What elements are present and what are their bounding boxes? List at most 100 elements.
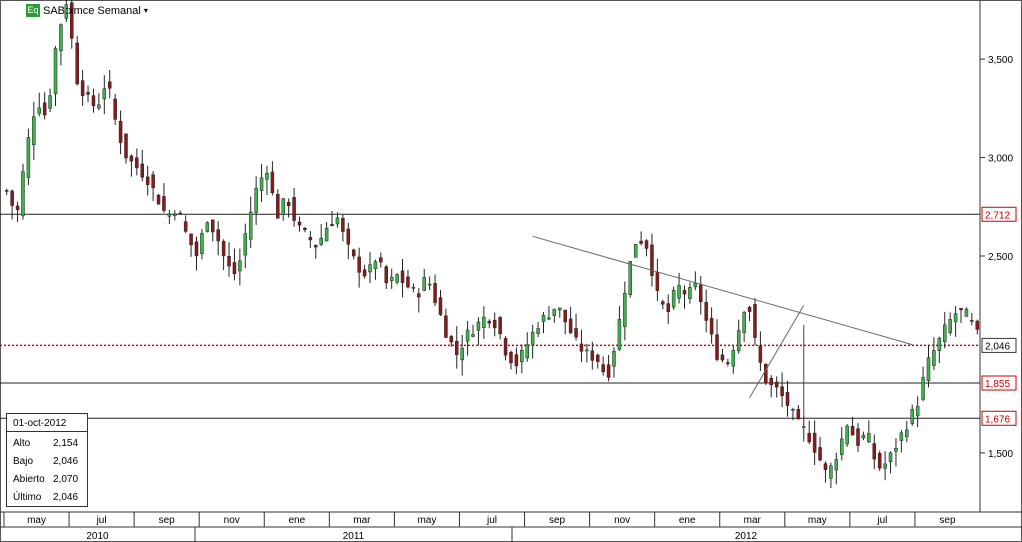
- candle-body: [509, 351, 513, 364]
- level-label: 1,855: [985, 379, 1010, 390]
- candle-body: [465, 329, 470, 342]
- last-price-box: [981, 337, 1017, 353]
- candle-body: [48, 95, 52, 109]
- candle-body: [617, 319, 622, 350]
- candle-body: [351, 249, 356, 257]
- level-lines: 2,712 1,855 1,676 2,046: [0, 206, 1017, 426]
- candle-body: [530, 331, 535, 346]
- candle-body: [248, 211, 253, 240]
- candle-body: [80, 80, 85, 96]
- candle-body: [720, 354, 725, 361]
- candle-body: [899, 432, 904, 441]
- drawn-lines: [532, 235, 913, 419]
- candle-body: [10, 190, 14, 206]
- candle-body: [943, 324, 947, 342]
- candle-body: [362, 269, 367, 277]
- candle-body: [97, 104, 101, 109]
- month-label: may: [417, 515, 436, 526]
- candle-body: [829, 465, 833, 479]
- candle-body: [151, 174, 155, 189]
- projection-line: [749, 304, 805, 399]
- candle-body: [254, 187, 258, 213]
- candle-body: [238, 260, 242, 272]
- candle-body: [86, 92, 90, 95]
- candle-body: [243, 233, 248, 256]
- candle-body: [107, 81, 112, 89]
- candle-body: [574, 328, 578, 338]
- candle-body: [861, 434, 866, 439]
- candle-body: [845, 425, 849, 445]
- chevron-down-icon[interactable]: ▾: [143, 6, 148, 15]
- y-axis: 3,500 3,000 2,500 1,500: [980, 55, 1013, 460]
- candle-body: [812, 432, 817, 453]
- month-label: ene: [288, 515, 305, 526]
- level-label: 2,712: [985, 210, 1010, 221]
- candle-body: [764, 363, 768, 384]
- candle-body: [26, 137, 31, 178]
- candle-body: [335, 217, 340, 225]
- year-label: 2012: [735, 531, 758, 542]
- chart-title-bar[interactable]: Eq SAB:xmce Semanal ▾: [26, 3, 148, 18]
- month-label: may: [27, 515, 46, 526]
- candle-body: [558, 307, 562, 311]
- candle-body: [444, 315, 448, 338]
- candle-body: [32, 116, 36, 146]
- candle-body: [75, 42, 79, 85]
- ohlc-info-box: 01-oct-2012 Alto 2,154 Bajo 2,046 Abierto 2…: [6, 413, 88, 507]
- candle-body: [850, 426, 855, 436]
- candle-body: [585, 349, 589, 352]
- candle-body: [492, 319, 497, 329]
- candle-body: [802, 426, 806, 428]
- candle-body: [411, 287, 416, 289]
- candle-body: [145, 176, 150, 185]
- candle-body: [21, 171, 25, 217]
- candle-body: [319, 237, 323, 245]
- candle-body: [780, 386, 784, 397]
- candle-body: [216, 229, 220, 242]
- candle-body: [471, 334, 475, 337]
- candle-body: [769, 377, 773, 386]
- candle-body: [747, 306, 752, 312]
- y-tick-label: 3,500: [988, 55, 1013, 66]
- candle-body: [368, 264, 372, 273]
- info-date: 01-oct-2012: [13, 418, 67, 429]
- candle-body: [455, 341, 459, 356]
- candle-body: [438, 297, 443, 315]
- candle-body: [400, 270, 405, 283]
- candle-body: [595, 354, 600, 362]
- candle-body: [948, 319, 952, 334]
- candle-body: [292, 197, 296, 221]
- candle-body: [514, 354, 519, 367]
- candle-body: [422, 277, 426, 291]
- candle-body: [818, 447, 822, 461]
- candle-body: [953, 313, 958, 323]
- candle-body: [64, 4, 69, 19]
- candle-body: [937, 337, 942, 352]
- candle-body: [536, 328, 540, 334]
- candle-body: [156, 194, 161, 205]
- candle-body: [661, 301, 665, 305]
- candle-body: [520, 349, 524, 362]
- candle-body: [894, 448, 898, 452]
- candle-body: [910, 409, 914, 424]
- candle-body: [406, 276, 410, 288]
- candle-body: [644, 240, 649, 249]
- month-label: nov: [614, 515, 630, 526]
- candle-body: [785, 392, 790, 406]
- candle-body: [205, 222, 210, 232]
- candle-body: [736, 330, 741, 352]
- candle-body: [905, 429, 909, 438]
- candle-body: [867, 433, 871, 443]
- candle-body: [715, 334, 719, 360]
- candle-body: [167, 213, 172, 217]
- last-price-label: 2,046: [985, 341, 1010, 352]
- candle-body: [194, 241, 199, 257]
- candle-body: [677, 285, 681, 299]
- month-label: sep: [939, 515, 956, 526]
- candle-body: [834, 459, 839, 471]
- candle-body: [774, 381, 779, 388]
- candle-body: [178, 212, 182, 215]
- y-tick-label: 3,000: [988, 154, 1013, 165]
